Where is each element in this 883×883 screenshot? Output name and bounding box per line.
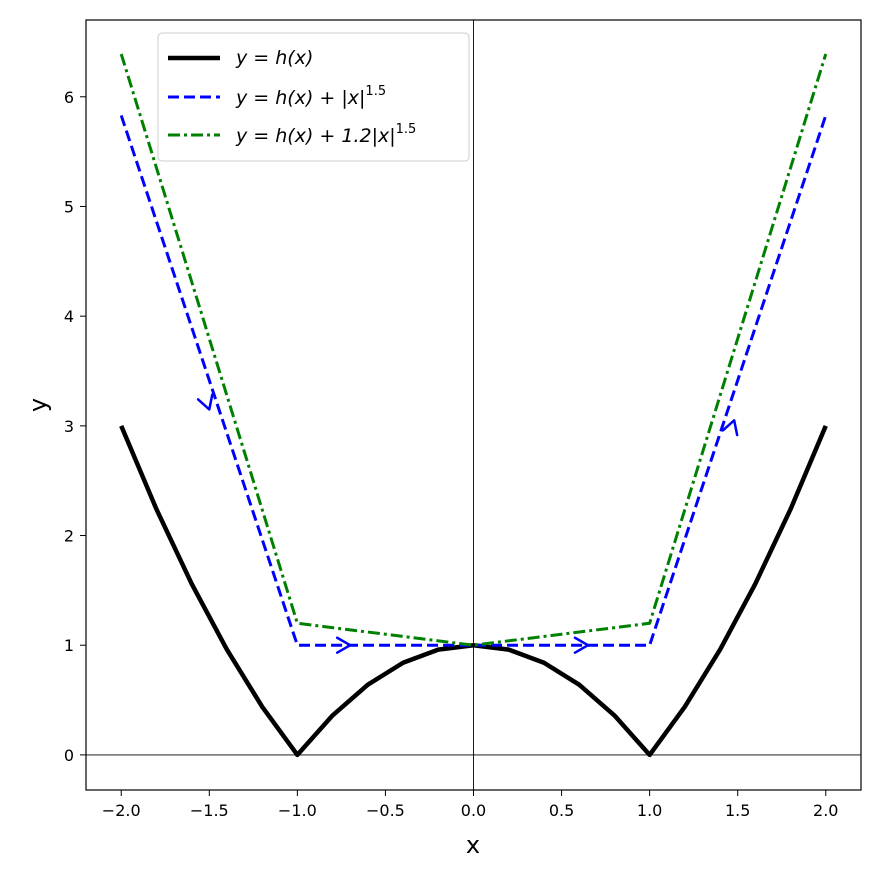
y-tick-label: 0 xyxy=(64,746,74,765)
x-tick-label: 2.0 xyxy=(813,801,838,820)
y-tick-label: 5 xyxy=(64,197,74,216)
arrow-annotations xyxy=(196,393,739,654)
y-axis-ticks: 0 1 2 3 4 5 6 xyxy=(64,88,86,765)
x-tick-label: −1.5 xyxy=(190,801,229,820)
x-tick-label: 1.0 xyxy=(637,801,662,820)
arrow-annotation-3 xyxy=(573,636,590,654)
x-axis-label: x xyxy=(466,831,480,859)
y-tick-label: 4 xyxy=(64,307,74,326)
legend-entry-blue: y = h(x) + |x|1.5 xyxy=(235,84,386,109)
arrow-annotation-1 xyxy=(196,393,214,411)
x-tick-label: 1.5 xyxy=(725,801,750,820)
reference-lines xyxy=(86,20,861,790)
x-tick-label: −2.0 xyxy=(102,801,141,820)
legend-box xyxy=(157,32,470,162)
legend-entry-green: y = h(x) + 1.2|x|1.5 xyxy=(235,122,416,147)
y-tick-label: 1 xyxy=(64,636,74,655)
x-tick-label: −0.5 xyxy=(366,801,405,820)
y-axis-label: y xyxy=(24,398,52,412)
x-tick-label: 0.0 xyxy=(461,801,486,820)
x-tick-label: 0.5 xyxy=(549,801,574,820)
series-h-line xyxy=(119,424,828,758)
y-tick-label: 6 xyxy=(64,88,74,107)
arrow-annotation-2 xyxy=(335,636,352,654)
legend: y = h(x) y = h(x) + |x|1.5 y = h(x) + 1.… xyxy=(157,32,470,162)
y-tick-label: 3 xyxy=(64,417,74,436)
legend-entry-h: y = h(x) xyxy=(235,47,313,69)
x-tick-label: −1.0 xyxy=(278,801,317,820)
series-layer xyxy=(119,53,828,758)
series-blue-dashed-line xyxy=(119,114,828,647)
x-axis-ticks: −2.0 −1.5 −1.0 −0.5 0.0 0.5 1.0 1.5 2.0 xyxy=(102,790,838,820)
y-tick-label: 2 xyxy=(64,527,74,546)
series-green-dashdot-line xyxy=(119,53,828,647)
arrow-annotation-4 xyxy=(721,419,739,437)
